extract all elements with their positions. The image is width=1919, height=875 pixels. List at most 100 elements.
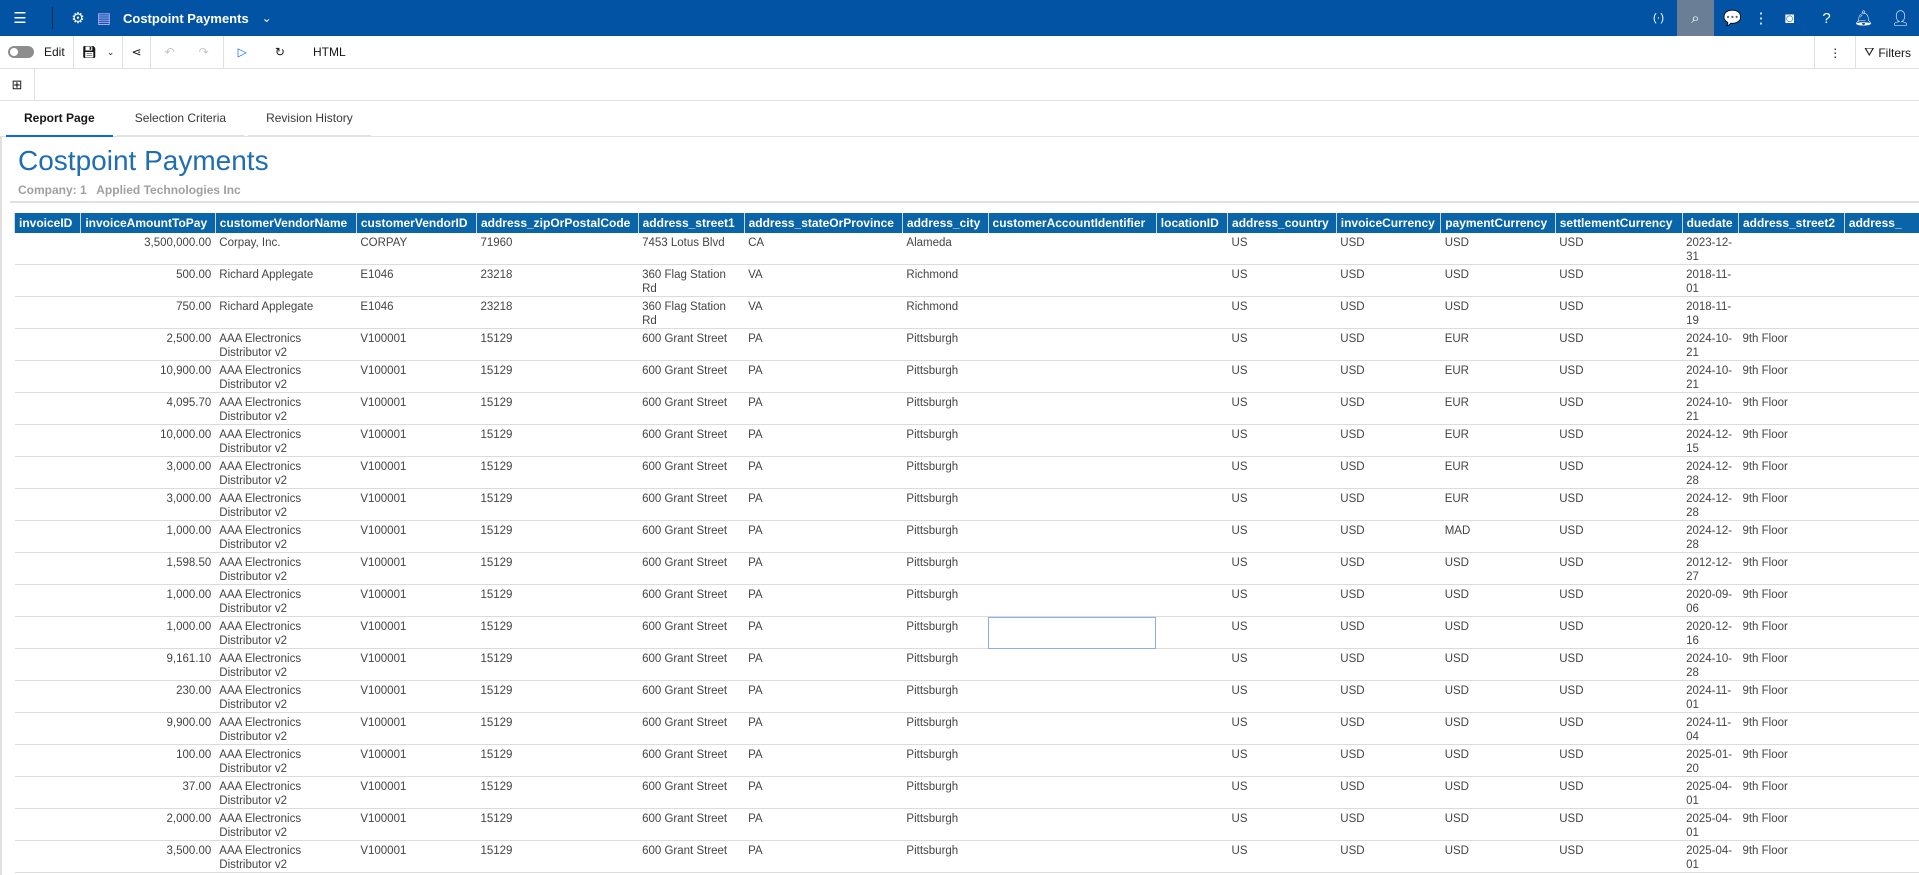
cell-address-street2[interactable]: 9th Floor <box>1738 712 1845 745</box>
undo-icon[interactable]: ↶ <box>164 45 175 59</box>
cell-address-country[interactable]: US <box>1227 360 1337 393</box>
cell-address-city[interactable]: Pittsburgh <box>902 776 989 809</box>
cell-address-street1[interactable]: 600 Grant Street <box>638 584 745 617</box>
cell-address-[interactable] <box>1844 424 1919 457</box>
cell-address-stateorprovince[interactable]: PA <box>744 648 903 681</box>
cell-address-country[interactable]: US <box>1227 616 1337 649</box>
cell-address-city[interactable]: Pittsburgh <box>902 552 989 585</box>
cell-address-street1[interactable]: 600 Grant Street <box>638 328 745 361</box>
cell-paymentcurrency[interactable]: EUR <box>1440 360 1556 393</box>
cell-customervendorname[interactable]: AAA Electronics Distributor v2 <box>215 392 357 425</box>
cell-customeraccountidentifier[interactable] <box>988 552 1157 585</box>
cell-address-[interactable] <box>1844 520 1919 553</box>
cell-address-country[interactable]: US <box>1227 712 1337 745</box>
cell-customervendorid[interactable]: V100001 <box>356 552 477 585</box>
cell-address-ziporpostalcode[interactable]: 15129 <box>476 360 639 393</box>
cell-address-ziporpostalcode[interactable]: 23218 <box>476 264 639 297</box>
cell-paymentcurrency[interactable]: EUR <box>1440 488 1556 521</box>
cell-address-[interactable] <box>1844 296 1919 329</box>
cell-invoiceid[interactable] <box>14 360 81 393</box>
cell-address-stateorprovince[interactable]: CA <box>744 233 903 265</box>
cell-address-[interactable] <box>1844 264 1919 297</box>
cell-address-ziporpostalcode[interactable]: 15129 <box>476 840 639 873</box>
cell-locationid[interactable] <box>1156 744 1228 777</box>
cell-invoiceid[interactable] <box>14 328 81 361</box>
cell-paymentcurrency[interactable]: USD <box>1440 648 1556 681</box>
cell-invoiceid[interactable] <box>14 264 81 297</box>
cell-address-street2[interactable]: 9th Floor <box>1738 584 1845 617</box>
cell-customervendorname[interactable]: AAA Electronics Distributor v2 <box>215 712 357 745</box>
cell-customeraccountidentifier[interactable] <box>988 360 1157 393</box>
cell-address-street2[interactable]: 9th Floor <box>1738 680 1845 713</box>
cell-invoicecurrency[interactable]: USD <box>1336 744 1441 777</box>
cell-customervendorname[interactable]: AAA Electronics Distributor v2 <box>215 648 357 681</box>
cell-address-[interactable] <box>1844 328 1919 361</box>
cell-settlementcurrency[interactable]: USD <box>1555 648 1683 681</box>
cell-invoiceid[interactable] <box>14 233 81 265</box>
cell-address-country[interactable]: US <box>1227 552 1337 585</box>
cell-address-stateorprovince[interactable]: PA <box>744 744 903 777</box>
cell-address-city[interactable]: Pittsburgh <box>902 360 989 393</box>
cell-settlementcurrency[interactable]: USD <box>1555 360 1683 393</box>
cell-address-street1[interactable]: 600 Grant Street <box>638 488 745 521</box>
column-header-invoicecurrency[interactable]: invoiceCurrency <box>1335 213 1441 233</box>
cell-duedate[interactable]: 2024-11-04 <box>1682 712 1739 745</box>
cell-address-street2[interactable] <box>1738 233 1845 265</box>
cell-address-country[interactable]: US <box>1227 233 1337 265</box>
cell-address-ziporpostalcode[interactable]: 15129 <box>476 744 639 777</box>
cell-address-stateorprovince[interactable]: PA <box>744 456 903 489</box>
cell-invoiceid[interactable] <box>14 392 81 425</box>
cell-settlementcurrency[interactable]: USD <box>1555 840 1683 873</box>
filters-button[interactable]: ⛛ Filters <box>1856 36 1919 69</box>
column-header-address-city[interactable]: address_city <box>901 213 989 233</box>
cell-customervendorname[interactable]: AAA Electronics Distributor v2 <box>215 360 357 393</box>
cell-locationid[interactable] <box>1156 264 1228 297</box>
cell-paymentcurrency[interactable]: EUR <box>1440 328 1556 361</box>
cell-paymentcurrency[interactable]: USD <box>1440 233 1556 265</box>
cell-address-ziporpostalcode[interactable]: 15129 <box>476 776 639 809</box>
cell-address-ziporpostalcode[interactable]: 15129 <box>476 552 639 585</box>
cell-invoiceid[interactable] <box>14 552 81 585</box>
cell-invoiceid[interactable] <box>14 744 81 777</box>
cell-paymentcurrency[interactable]: USD <box>1440 296 1556 329</box>
column-header-address-country[interactable]: address_country <box>1227 213 1337 233</box>
tab-report-page[interactable]: Report Page <box>6 101 113 137</box>
cell-customervendorid[interactable]: V100001 <box>356 712 477 745</box>
cell-settlementcurrency[interactable]: USD <box>1555 264 1683 297</box>
cell-address-street1[interactable]: 600 Grant Street <box>638 520 745 553</box>
cell-invoiceamounttopay[interactable]: 1,000.00 <box>80 584 216 617</box>
cell-address-street2[interactable]: 9th Floor <box>1738 328 1845 361</box>
cell-address-[interactable] <box>1844 808 1919 841</box>
cell-address-stateorprovince[interactable]: PA <box>744 360 903 393</box>
cell-invoiceid[interactable] <box>14 808 81 841</box>
cell-invoiceamounttopay[interactable]: 3,500.00 <box>80 840 216 873</box>
cell-address-city[interactable]: Pittsburgh <box>902 456 989 489</box>
cell-customervendorname[interactable]: AAA Electronics Distributor v2 <box>215 488 357 521</box>
cell-address-city[interactable]: Pittsburgh <box>902 392 989 425</box>
cell-paymentcurrency[interactable]: USD <box>1440 808 1556 841</box>
cell-customervendorname[interactable]: AAA Electronics Distributor v2 <box>215 520 357 553</box>
preview-icon[interactable]: ◙ <box>1784 9 1795 27</box>
search-icon[interactable]: ⌕ <box>1677 0 1714 36</box>
column-header-customervendorid[interactable]: customerVendorID <box>355 213 477 233</box>
cell-address-stateorprovince[interactable]: PA <box>744 808 903 841</box>
cell-address-city[interactable]: Richmond <box>902 296 989 329</box>
cell-invoiceamounttopay[interactable]: 3,000.00 <box>80 456 216 489</box>
cell-customeraccountidentifier[interactable] <box>988 264 1157 297</box>
broadcast-icon[interactable]: (·) <box>1653 12 1664 24</box>
cell-address-city[interactable]: Pittsburgh <box>902 680 989 713</box>
cell-paymentcurrency[interactable]: USD <box>1440 776 1556 809</box>
cell-invoicecurrency[interactable]: USD <box>1336 456 1441 489</box>
cell-address-country[interactable]: US <box>1227 744 1337 777</box>
cell-locationid[interactable] <box>1156 776 1228 809</box>
more-options-icon[interactable]: ⋮ <box>1814 36 1857 69</box>
cell-address-stateorprovince[interactable]: PA <box>744 424 903 457</box>
column-header-settlementcurrency[interactable]: settlementCurrency <box>1554 213 1683 233</box>
cell-address-country[interactable]: US <box>1227 392 1337 425</box>
cell-address-city[interactable]: Pittsburgh <box>902 840 989 873</box>
cell-customervendorid[interactable]: V100001 <box>356 808 477 841</box>
cell-address-ziporpostalcode[interactable]: 15129 <box>476 616 639 649</box>
cell-address-ziporpostalcode[interactable]: 15129 <box>476 520 639 553</box>
cell-address-country[interactable]: US <box>1227 520 1337 553</box>
cell-address-city[interactable]: Pittsburgh <box>902 424 989 457</box>
